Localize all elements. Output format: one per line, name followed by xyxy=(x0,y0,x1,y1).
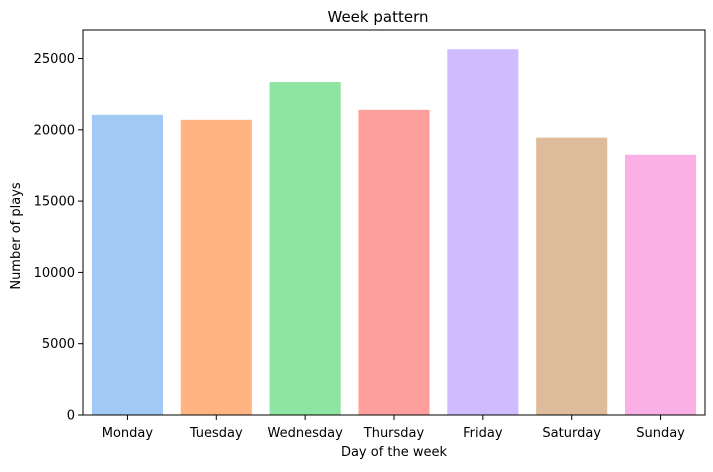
bar-tuesday xyxy=(180,119,252,415)
y-tick-label: 25000 xyxy=(34,52,75,67)
axes-layer: 0 5000 10000 15000 20000 25000 Monday Tuesday We… xyxy=(34,29,706,441)
bar-monday xyxy=(91,114,163,415)
x-axis-label: Day of the week xyxy=(341,445,448,460)
chart-title: Week pattern xyxy=(328,8,429,26)
y-tick-label: 15000 xyxy=(34,195,75,210)
x-tick-label-sunday: Sunday xyxy=(636,426,685,441)
x-tick-label-friday: Friday xyxy=(463,426,503,441)
x-tick-label-saturday: Saturday xyxy=(542,426,601,441)
x-tick-label-tuesday: Tuesday xyxy=(189,426,243,441)
bar-friday xyxy=(447,49,519,415)
bar-wednesday xyxy=(269,82,341,416)
x-tick-label-monday: Monday xyxy=(102,426,154,441)
x-tick-label-wednesday: Wednesday xyxy=(268,426,344,441)
y-tick-label: 10000 xyxy=(34,266,75,281)
y-axis-label: Number of plays xyxy=(9,182,24,290)
bars-layer xyxy=(91,49,697,416)
x-tick-label-thursday: Thursday xyxy=(363,426,425,441)
y-tick-label: 5000 xyxy=(42,337,75,352)
bar-thursday xyxy=(358,109,430,415)
y-tick-label: 0 xyxy=(67,409,75,424)
y-tick-label: 20000 xyxy=(34,123,75,138)
bar-sunday xyxy=(625,154,697,415)
bar-saturday xyxy=(536,137,608,415)
